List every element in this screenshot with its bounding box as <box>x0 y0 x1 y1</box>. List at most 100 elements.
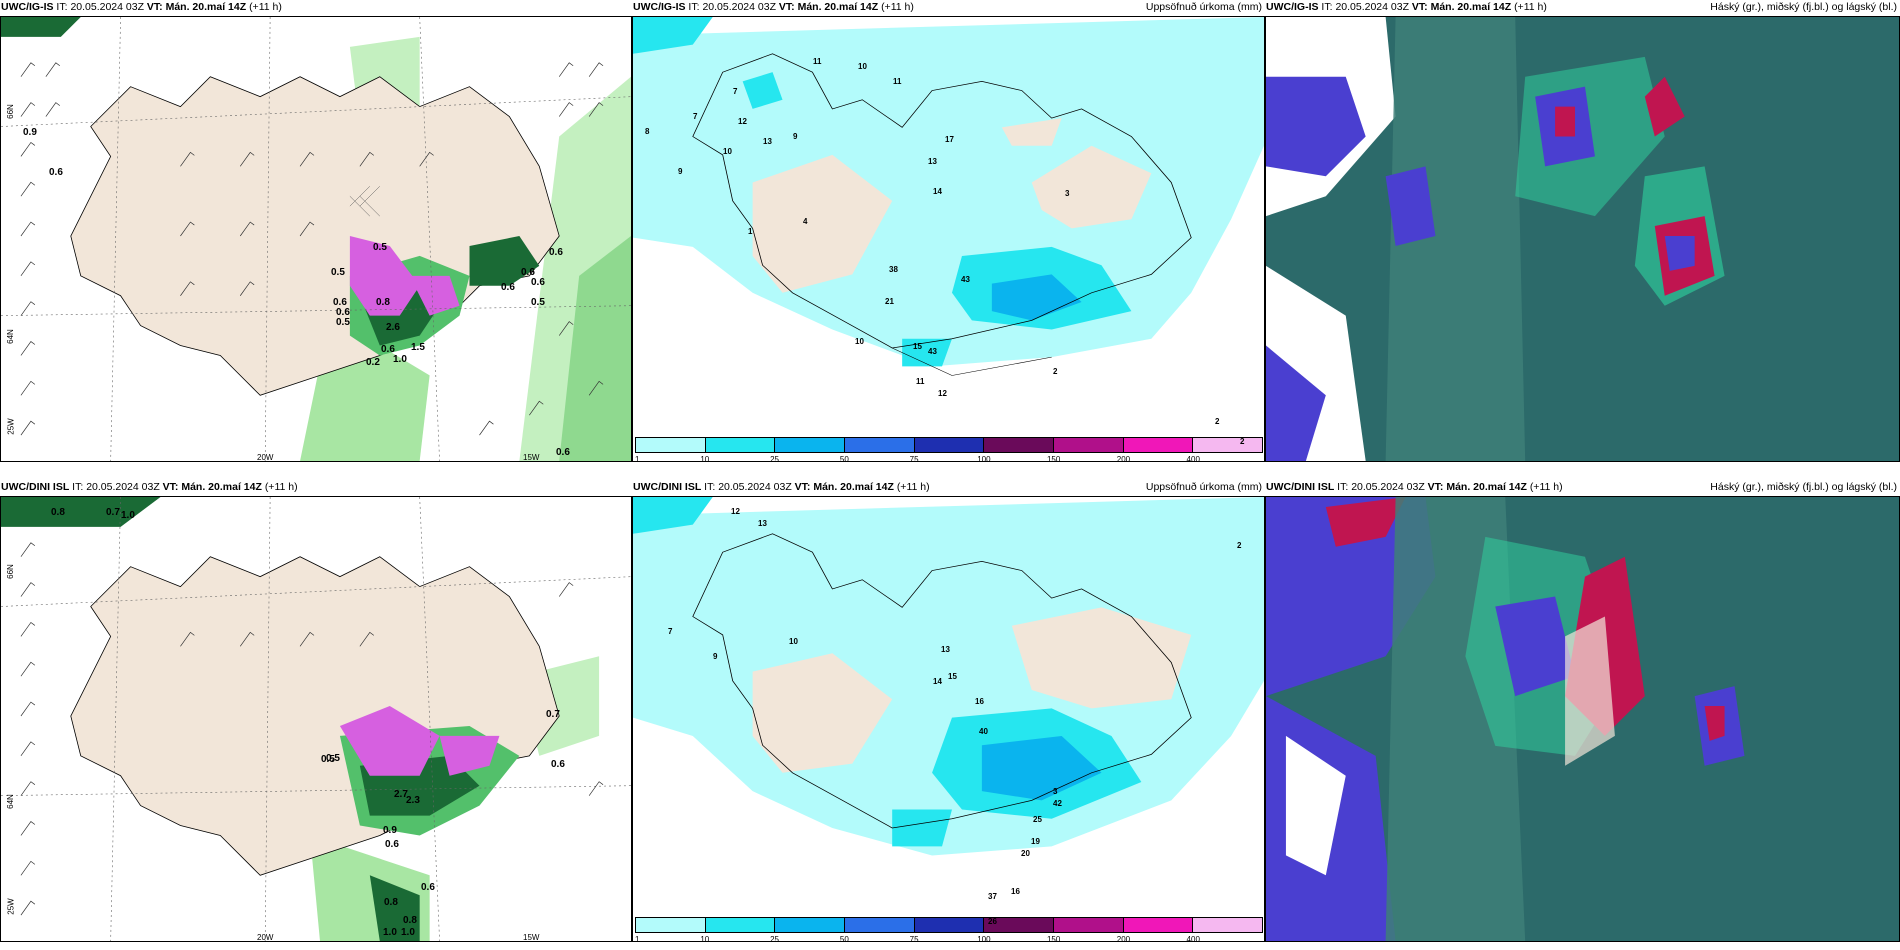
precip-map <box>633 17 1264 394</box>
map-value-label: 1.0 <box>393 354 407 365</box>
map-value-label: 1 <box>748 227 753 236</box>
lon-label: 20W <box>257 453 274 462</box>
panel-wind-top: UWC/IG-IS IT: 20.05.2024 03Z VT: Mán. 20… <box>0 1 632 462</box>
map-value-label: 0.8 <box>376 297 390 308</box>
map-value-label: 0.8 <box>51 507 65 518</box>
map-value-label: 2.6 <box>386 322 400 333</box>
map-value-label: 7 <box>733 87 738 96</box>
map-value-label: 12 <box>938 389 947 398</box>
colorbar-tick-label: 50 <box>839 935 849 944</box>
map-value-label: 9 <box>678 167 683 176</box>
colorbar-segment <box>705 438 776 452</box>
map-value-label: 38 <box>889 265 898 274</box>
map-value-label: 0.6 <box>551 759 565 770</box>
colorbar-tick-label: 150 <box>1046 455 1061 464</box>
panel-header: UWC/DINI ISL IT: 20.05.2024 03Z VT: Mán.… <box>633 481 930 493</box>
map-value-label: 0.8 <box>384 897 398 908</box>
map-value-label: 7 <box>668 627 673 636</box>
colorbar-tick-label: 50 <box>839 455 849 464</box>
map-value-label: 25 <box>1033 815 1042 824</box>
map-value-label: 13 <box>763 137 772 146</box>
map-value-label: 0.6 <box>49 167 63 178</box>
colorbar-segment <box>705 918 776 932</box>
map-value-label: 43 <box>961 275 970 284</box>
map-value-label: 0.5 <box>326 753 340 764</box>
map-value-label: 0.6 <box>549 247 563 258</box>
map-value-label: 1.0 <box>401 927 415 938</box>
colorbar-tick-label: 400 <box>1186 935 1200 944</box>
map-value-label: 0.6 <box>521 267 535 278</box>
map-value-label: 15 <box>948 672 957 681</box>
map-value-label: 9 <box>793 132 798 141</box>
colorbar-ticks: 1 10 25 50 75 100 150 200 400 <box>635 935 1263 945</box>
colorbar-tick-label: 400 <box>1186 455 1200 464</box>
panel-precip-top: UWC/IG-IS IT: 20.05.2024 03Z VT: Mán. 20… <box>632 1 1265 464</box>
map-value-label: 0.5 <box>373 242 387 253</box>
panel-title: Uppsöfnuð úrkoma (mm) <box>1145 1 1262 13</box>
map-value-label: 1.0 <box>383 927 397 938</box>
map-value-label: 20 <box>1021 849 1030 858</box>
lon-label: 15W <box>523 453 540 462</box>
panel-title: Háský (gr.), miðský (fj.bl.) og lágský (… <box>1710 1 1897 13</box>
colorbar-segment <box>1193 918 1263 932</box>
panel-header: UWC/IG-IS IT: 20.05.2024 03Z VT: Mán. 20… <box>1 1 282 13</box>
cloud-map <box>1266 497 1899 941</box>
map-value-label: 11 <box>813 57 822 66</box>
colorbar <box>635 437 1263 453</box>
map-value-label: 3 <box>1065 189 1070 198</box>
colorbar-tick-label: 25 <box>770 455 779 464</box>
map-value-label: 0.9 <box>383 825 397 836</box>
map-value-label: 13 <box>928 157 937 166</box>
colorbar-tick-label: 150 <box>1046 935 1061 944</box>
colorbar-segment <box>984 438 1055 452</box>
map-value-label: 9 <box>713 652 718 661</box>
map-value-label: 11 <box>893 77 902 86</box>
map-value-label: 10 <box>858 62 867 71</box>
lat-label: 64N <box>5 794 15 809</box>
panel-title: Háský (gr.), miðský (fj.bl.) og lágský (… <box>1710 481 1897 493</box>
map-value-label: 0.7 <box>546 709 560 720</box>
panel-title: Uppsöfnuð úrkoma (mm) <box>1145 481 1262 493</box>
map-value-label: 12 <box>731 507 740 516</box>
colorbar-segment <box>1123 918 1194 932</box>
map-value-label: 2.3 <box>406 795 420 806</box>
lat-label: 64N <box>5 329 15 344</box>
map-value-label: 0.6 <box>381 344 395 355</box>
map-value-label: 0.8 <box>403 915 417 926</box>
colorbar-segment <box>1054 918 1124 932</box>
colorbar <box>635 917 1263 933</box>
panel-clouds-bottom: UWC/DINI ISL IT: 20.05.2024 03Z VT: Mán.… <box>1265 481 1900 942</box>
map-value-label: 10 <box>723 147 732 156</box>
map-value-label: 13 <box>941 645 950 654</box>
map-value-label: 21 <box>885 297 894 306</box>
map-value-label: 0.7 <box>106 507 120 518</box>
map-value-label: 3 <box>1053 787 1058 796</box>
map-value-label: 37 <box>988 892 997 901</box>
map-value-label: 2 <box>1240 437 1245 446</box>
map-value-label: 16 <box>975 697 984 706</box>
colorbar-tick-label: 75 <box>909 935 919 944</box>
lon-label: 15W <box>523 933 540 942</box>
precip-map <box>633 497 1264 874</box>
map-value-label: 11 <box>916 377 925 386</box>
map-value-label: 0.6 <box>421 882 435 893</box>
lon-label: 25W <box>6 418 16 435</box>
colorbar-segment <box>636 918 706 932</box>
map-value-label: 1.0 <box>121 510 135 521</box>
lon-label: 25W <box>6 898 16 915</box>
map-value-label: 1.5 <box>411 342 425 353</box>
colorbar-tick-label: 200 <box>1116 455 1131 464</box>
map-value-label: 10 <box>789 637 798 646</box>
colorbar-segment <box>1123 438 1194 452</box>
colorbar-tick-label: 1 <box>635 455 640 464</box>
map-value-label: 15 <box>913 342 922 351</box>
map-value-label: 42 <box>1053 799 1062 808</box>
map-value-label: 10 <box>855 337 864 346</box>
colorbar-segment <box>845 918 915 932</box>
colorbar-segment <box>984 918 1055 932</box>
map-value-label: 2 <box>1053 367 1058 376</box>
map-value-label: 0.6 <box>531 277 545 288</box>
map-value-label: 12 <box>738 117 747 126</box>
colorbar-tick-label: 10 <box>700 455 710 464</box>
colorbar-segment <box>845 438 915 452</box>
